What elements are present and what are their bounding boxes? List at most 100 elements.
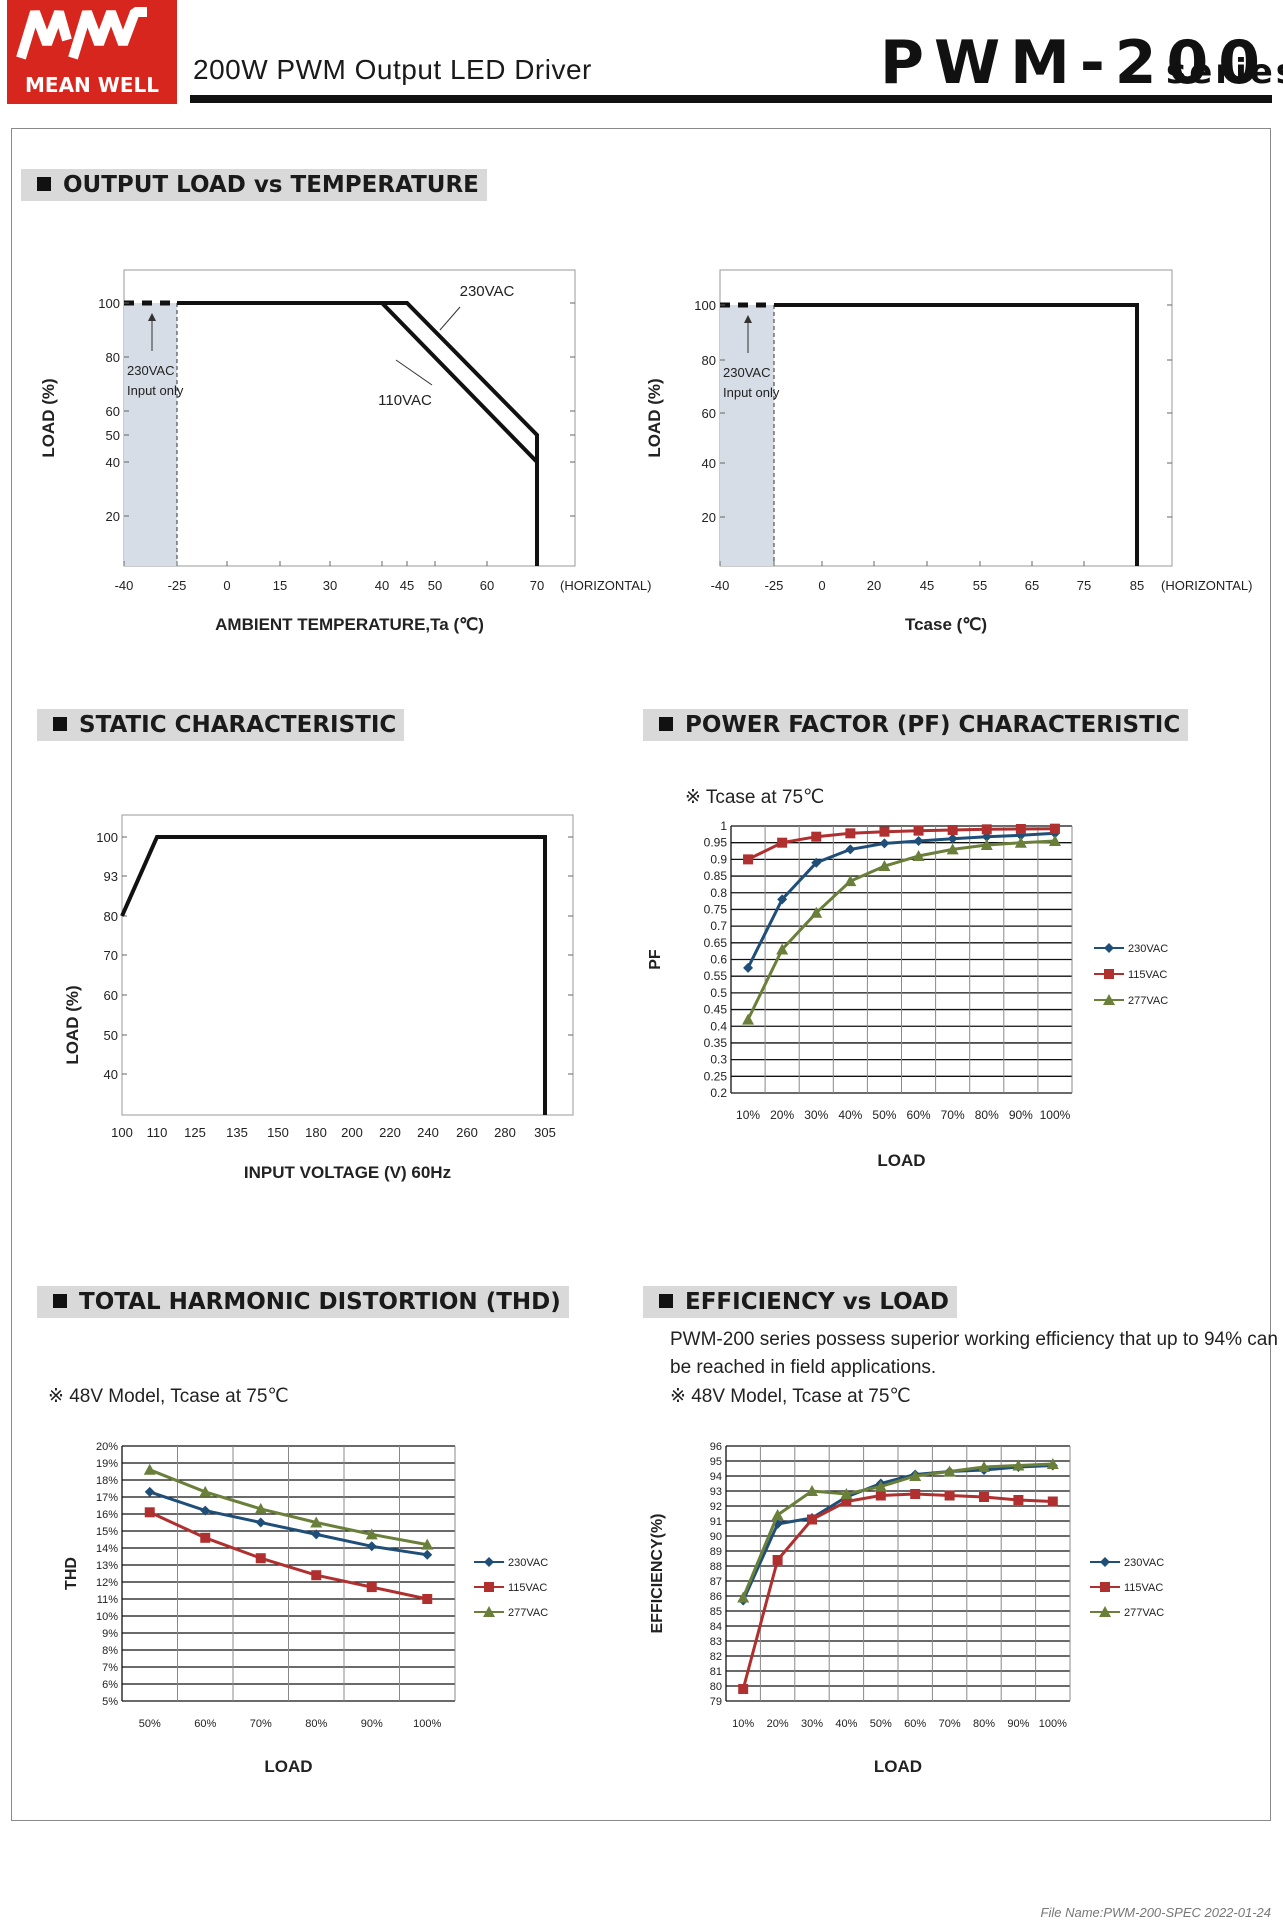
marker-diamond <box>255 1517 266 1528</box>
x-tick-label: 90% <box>1007 1718 1029 1730</box>
y-tick-label: 70 <box>104 948 118 963</box>
derating-line-110vac <box>177 301 539 566</box>
y-tick-label: 60 <box>104 988 118 1003</box>
marker-square <box>811 831 822 842</box>
marker-diamond <box>913 836 924 847</box>
y-tick-label: 89 <box>710 1546 722 1558</box>
marker-triangle <box>874 1480 887 1492</box>
label-110vac-pointer <box>395 359 433 386</box>
efficiency-description: PWM-200 series possess superior working … <box>670 1329 1278 1378</box>
y-tick-label: 1 <box>720 819 727 833</box>
marker-triangle <box>909 1470 922 1481</box>
y-tick-label: 0.75 <box>704 902 728 916</box>
series-line-277vac <box>746 839 1056 1021</box>
y-tick-label: 15% <box>96 1526 118 1538</box>
y-tick-label: 0.95 <box>704 836 728 850</box>
y-tick-label: 17% <box>96 1492 118 1504</box>
marker-triangle <box>737 1591 750 1603</box>
marker-triangle <box>771 1509 784 1520</box>
label-230vac: 230VAC <box>460 283 515 300</box>
x-tick-label: 90% <box>361 1718 383 1730</box>
x-tick-label: 60% <box>194 1718 216 1730</box>
y-tick-label: 40 <box>104 1067 118 1082</box>
marker-triangle <box>742 1013 755 1025</box>
marker-square <box>1013 1495 1024 1505</box>
x-tick-label: 135 <box>226 1125 248 1140</box>
y-tick-label: 50 <box>106 428 120 443</box>
y-tick-label: 0.3 <box>710 1053 727 1067</box>
y-tick-label: 0.9 <box>710 852 727 866</box>
y-tick-label: 81 <box>710 1666 722 1678</box>
section-title-efficiency-text: EFFICIENCY vs LOAD <box>685 1289 949 1315</box>
input-only-region <box>720 305 774 566</box>
x-tick-label: 20% <box>767 1718 789 1730</box>
x-tick-label: 70 <box>530 578 544 593</box>
marker-square <box>845 828 856 839</box>
y-tick-label: 20 <box>106 509 120 524</box>
legend-label-277vac: 277VAC <box>1124 1607 1164 1619</box>
x-tick-label: 50% <box>870 1718 892 1730</box>
y-tick-label: 0.7 <box>710 919 727 933</box>
marker-square <box>913 825 924 836</box>
marker-square <box>1104 969 1114 979</box>
y-tick-label: 6% <box>102 1679 118 1691</box>
x-tick-label: 65 <box>1025 578 1039 593</box>
legend-label-230vac: 230VAC <box>508 1557 548 1569</box>
x-tick-label: 70% <box>250 1718 272 1730</box>
y-tick-label: 0.6 <box>710 953 727 967</box>
y-tick-label: 16% <box>96 1509 118 1521</box>
x-tick-label: 110 <box>147 1125 168 1140</box>
marker-diamond <box>1104 943 1114 953</box>
y-tick-label: 100 <box>96 830 118 845</box>
y-tick-label: 91 <box>710 1516 722 1528</box>
input-only-region <box>124 303 177 566</box>
y-tick-label: 90 <box>710 1531 722 1543</box>
marker-square <box>807 1514 817 1525</box>
marker-diamond <box>811 857 822 868</box>
x-axis-title: Tcase (℃) <box>905 615 987 634</box>
x-tick-label: 240 <box>417 1125 439 1140</box>
section-title-pf-text: POWER FACTOR (PF) CHARACTERISTIC <box>685 712 1181 738</box>
x-tick-label: 180 <box>305 1125 327 1140</box>
marker-square <box>777 837 788 848</box>
x-axis-suffix: (HORIZONTAL) <box>560 578 651 593</box>
x-tick-label: 15 <box>273 578 287 593</box>
y-tick-label: 50 <box>104 1028 118 1043</box>
section-title-static: STATIC CHARACTERISTIC <box>37 709 405 741</box>
y-tick-label: 0.8 <box>710 886 727 900</box>
marker-square <box>255 1553 266 1564</box>
x-tick-label: 20% <box>770 1108 794 1122</box>
x-tick-label: 100% <box>1040 1108 1071 1122</box>
y-axis-title: EFFICIENCY(%) <box>649 1514 666 1634</box>
x-tick-label: 0 <box>223 578 230 593</box>
x-tick-label: 10% <box>736 1108 760 1122</box>
y-tick-label: 9% <box>102 1628 118 1640</box>
marker-triangle <box>912 850 925 862</box>
legend-label-115vac: 115VAC <box>508 1582 547 1594</box>
legend-label-115vac: 115VAC <box>1128 969 1167 981</box>
marker-square <box>981 824 992 835</box>
x-tick-label: 70% <box>941 1108 965 1122</box>
legend-label-230vac: 230VAC <box>1128 943 1168 955</box>
x-tick-label: 50% <box>139 1718 161 1730</box>
x-tick-label: 80% <box>975 1108 999 1122</box>
x-axis-title: INPUT VOLTAGE (V) 60Hz <box>244 1163 451 1182</box>
legend-label-277vac: 277VAC <box>1128 995 1168 1007</box>
marker-triangle <box>365 1528 378 1540</box>
x-tick-label: 100% <box>1039 1718 1067 1730</box>
file-name: File Name:PWM-200-SPEC 2022-01-24 <box>1040 1905 1271 1920</box>
legend-label-230vac: 230VAC <box>1124 1557 1164 1569</box>
marker-triangle <box>310 1516 323 1528</box>
x-tick-label: 30% <box>804 1108 828 1122</box>
efficiency-note: ※ 48V Model, Tcase at 75℃ <box>670 1386 911 1407</box>
y-tick-label: 0.35 <box>704 1036 728 1050</box>
y-tick-label: 8% <box>102 1645 118 1657</box>
x-tick-label: 40% <box>835 1718 857 1730</box>
x-tick-label: 40% <box>838 1108 862 1122</box>
label-230vac-pointer <box>439 306 461 331</box>
marker-triangle <box>1014 836 1027 848</box>
y-tick-label: 80 <box>710 1681 722 1693</box>
marker-diamond <box>422 1549 433 1560</box>
shaded-note-line2: Input only <box>127 383 184 398</box>
y-tick-label: 83 <box>710 1636 722 1648</box>
